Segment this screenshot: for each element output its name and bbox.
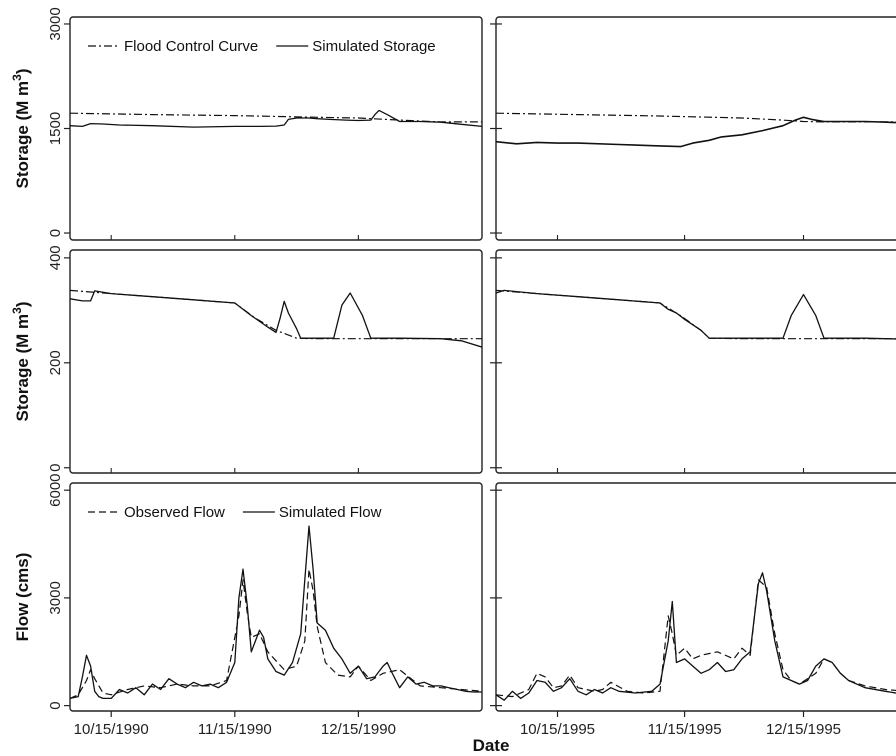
series-line-simulated bbox=[70, 109, 482, 128]
y-tick-label: 1500 bbox=[47, 112, 64, 145]
y-axis-label: Storage (M m3) bbox=[10, 301, 32, 421]
y-tick-label: 3000 bbox=[47, 581, 64, 614]
series-line-reference bbox=[496, 579, 896, 698]
y-tick-label: 400 bbox=[47, 245, 64, 270]
figure-x-axis-label: Date bbox=[473, 736, 510, 755]
legend-label: Flood Control Curve bbox=[124, 38, 258, 55]
y-tick-label: 200 bbox=[47, 350, 64, 375]
series-line-simulated bbox=[496, 289, 896, 340]
plot-frame bbox=[495, 249, 896, 474]
x-tick-label: 11/15/1990 bbox=[198, 721, 272, 738]
series-line-simulated bbox=[70, 290, 482, 348]
panels: 0 1500 3000 Storage (M m3) Flood Control Cur… bbox=[10, 7, 896, 738]
x-tick-label: 10/15/1995 bbox=[520, 721, 595, 738]
x-tick-label: 12/15/1995 bbox=[766, 721, 841, 738]
panel-middle-left: 0 200 400 Storage (M m3) bbox=[10, 245, 483, 474]
y-tick-label: 0 bbox=[47, 701, 64, 709]
y-tick-label: 6000 bbox=[47, 473, 64, 506]
y-axis-label: Storage (M m3) bbox=[10, 68, 32, 188]
legend-label: Observed Flow bbox=[124, 504, 225, 521]
plot-frame bbox=[495, 482, 896, 712]
panel-top-left: 0 1500 3000 Storage (M m3) Flood Control Cur… bbox=[10, 7, 483, 241]
legend-label: Simulated Storage bbox=[312, 38, 435, 55]
y-tick-label: 0 bbox=[47, 229, 64, 237]
plot-frame bbox=[69, 482, 483, 712]
x-tick-label: 10/15/1990 bbox=[74, 721, 149, 738]
y-axis-label: Flow (cms) bbox=[13, 553, 32, 642]
x-tick-label: 11/15/1995 bbox=[648, 721, 722, 738]
y-tick-label: 3000 bbox=[47, 7, 64, 40]
series-line-reference bbox=[70, 568, 482, 699]
series-line-reference bbox=[70, 112, 482, 123]
panel-top-right bbox=[490, 16, 896, 241]
series-line-reference bbox=[496, 112, 896, 123]
plot-frame bbox=[495, 16, 896, 241]
panel-bottom-right: 10/15/1995 11/15/1995 12/15/1995 bbox=[490, 482, 896, 738]
legend-label: Simulated Flow bbox=[279, 504, 382, 521]
panel-middle-right bbox=[490, 249, 896, 474]
plot-frame bbox=[69, 249, 483, 474]
series-line-reference bbox=[496, 289, 896, 340]
series-line-simulated bbox=[496, 116, 896, 148]
panel-bottom-left: 0 3000 6000 10/15/1990 11/15/1990 12/15/1990 F… bbox=[13, 473, 483, 738]
y-tick-label: 0 bbox=[47, 464, 64, 472]
series-line-simulated bbox=[496, 572, 896, 701]
x-tick-label: 12/15/1990 bbox=[321, 721, 396, 738]
series-line-simulated bbox=[70, 525, 482, 700]
